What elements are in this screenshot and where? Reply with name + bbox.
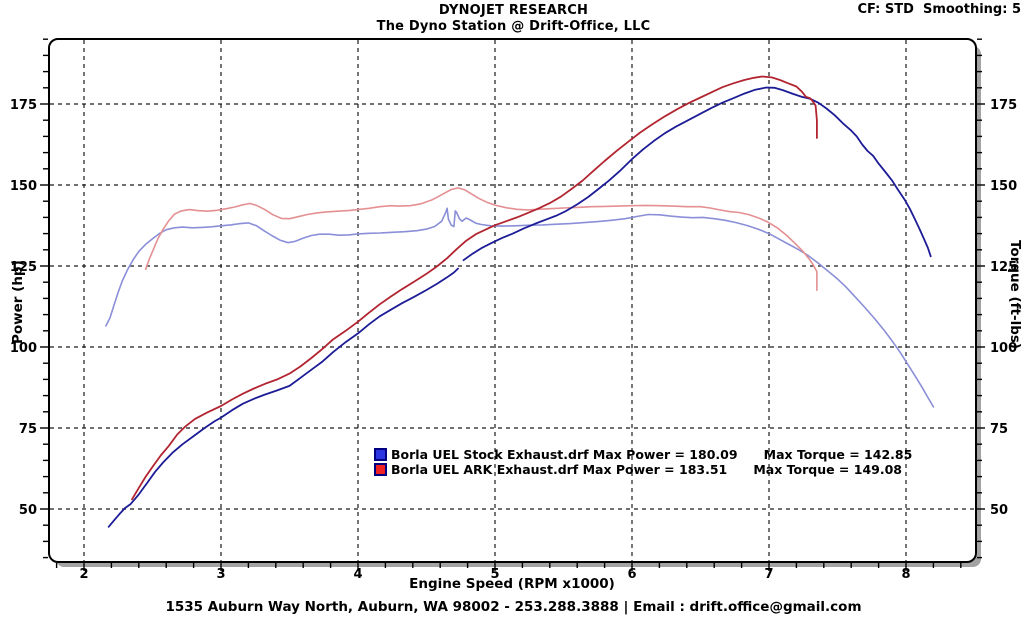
legend-row-stock: Borla UEL Stock Exhaust.drf Max Power = … bbox=[374, 447, 912, 462]
torque-tick-label: 125 bbox=[990, 260, 1017, 275]
ark-series-marker bbox=[374, 463, 387, 476]
torque-tick-label: 50 bbox=[990, 503, 1008, 518]
power-tick-label: 50 bbox=[19, 503, 37, 518]
curve-stock-torque bbox=[105, 207, 935, 408]
power-axis-label: Power (hp) bbox=[10, 260, 26, 344]
power-tick-label: 175 bbox=[10, 98, 37, 113]
power-tick-label: 125 bbox=[10, 260, 37, 275]
power-tick-label: 150 bbox=[10, 179, 37, 194]
footer-contact-info: 1535 Auburn Way North, Auburn, WA 98002 … bbox=[165, 599, 862, 615]
curve-stock-power bbox=[107, 267, 459, 528]
stock-series-marker bbox=[374, 448, 387, 461]
x-tick-label: 6 bbox=[627, 567, 636, 582]
x-tick-label: 5 bbox=[490, 567, 499, 582]
curve-stock-power bbox=[462, 86, 932, 262]
curve-ark-torque bbox=[144, 187, 818, 292]
page-title: DYNOJET RESEARCH bbox=[438, 3, 589, 18]
x-tick-label: 8 bbox=[901, 567, 910, 582]
torque-tick-label: 75 bbox=[990, 422, 1008, 437]
torque-axis-label: Torque (ft-lbs) bbox=[1007, 240, 1023, 350]
legend-row-ark: Borla UEL ARK Exhaust.drf Max Power = 18… bbox=[374, 462, 912, 477]
legend-label-ark: Borla UEL ARK Exhaust.drf Max Power = 18… bbox=[391, 462, 902, 477]
correction-smoothing-info: CF: STD Smoothing: 5 bbox=[857, 2, 1021, 17]
torque-tick-label: 175 bbox=[990, 98, 1017, 113]
x-tick-label: 2 bbox=[79, 567, 88, 582]
x-tick-label: 7 bbox=[764, 567, 773, 582]
curve-ark-power bbox=[131, 75, 818, 501]
rpm-axis-label: Engine Speed (RPM x1000) bbox=[409, 576, 615, 592]
plot-frame bbox=[48, 38, 977, 563]
x-tick-label: 3 bbox=[216, 567, 225, 582]
torque-tick-label: 150 bbox=[990, 179, 1017, 194]
power-tick-label: 100 bbox=[10, 341, 37, 356]
power-tick-label: 75 bbox=[19, 422, 37, 437]
x-tick-label: 4 bbox=[353, 567, 362, 582]
legend-label-stock: Borla UEL Stock Exhaust.drf Max Power = … bbox=[391, 447, 913, 462]
page-subtitle: The Dyno Station @ Drift-Office, LLC bbox=[376, 19, 651, 34]
torque-tick-label: 100 bbox=[990, 341, 1017, 356]
legend: Borla UEL Stock Exhaust.drf Max Power = … bbox=[374, 447, 912, 477]
